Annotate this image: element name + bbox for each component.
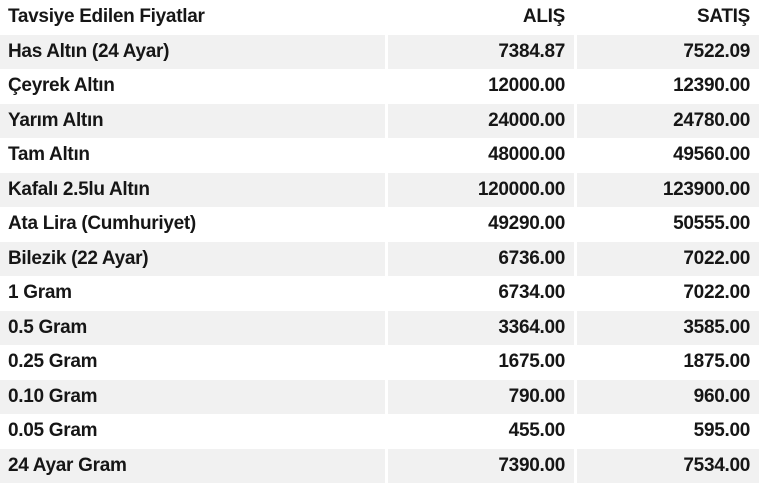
alis-value-cell: 12000.00 — [488, 75, 565, 97]
table-row: Tam Altın 48000.00 49560.00 — [0, 138, 759, 173]
item-name-cell: Tam Altın — [8, 144, 90, 166]
satis-value-cell: 7522.09 — [577, 34, 759, 69]
table-row: Kafalı 2.5lu Altın 120000.00 123900.00 — [0, 172, 759, 207]
table-row: Yarım Altın 24000.00 24780.00 — [0, 103, 759, 138]
item-name-cell: 0.05 Gram — [8, 420, 98, 442]
table-row: 0.5 Gram 3364.00 3585.00 — [0, 310, 759, 345]
satis-value-cell: 3585.00 — [577, 310, 759, 345]
table-title: Tavsiye Edilen Fiyatlar — [0, 0, 385, 35]
item-name-cell: 24 Ayar Gram — [0, 448, 385, 483]
item-name-cell: 0.25 Gram — [8, 351, 98, 373]
alis-value-cell: 48000.00 — [488, 144, 565, 166]
item-name-cell: Bilezik (22 Ayar) — [0, 241, 385, 276]
satis-value-cell: 7022.00 — [577, 241, 759, 276]
item-name-cell: Çeyrek Altın — [8, 75, 115, 97]
table-row: Çeyrek Altın 12000.00 12390.00 — [0, 69, 759, 104]
table-body: Has Altın (24 Ayar) 7384.87 7522.09 Çeyrek … — [0, 34, 759, 483]
alis-value-cell: 1675.00 — [498, 351, 565, 373]
alis-value-cell: 7384.87 — [388, 34, 574, 69]
table-header-row: Tavsiye Edilen Fiyatlar ALIŞ SATIŞ — [0, 0, 759, 35]
satis-value-cell: 123900.00 — [577, 172, 759, 207]
alis-value-cell: 455.00 — [508, 420, 566, 442]
alis-value-cell: 6736.00 — [388, 241, 574, 276]
alis-value-cell: 790.00 — [388, 379, 574, 414]
table-row: Has Altın (24 Ayar) 7384.87 7522.09 — [0, 34, 759, 69]
table-row: 0.05 Gram 455.00 595.00 — [0, 414, 759, 449]
table-row: 24 Ayar Gram 7390.00 7534.00 — [0, 448, 759, 483]
satis-value-cell: 7534.00 — [577, 448, 759, 483]
satis-value-cell: 50555.00 — [673, 213, 750, 235]
alis-value-cell: 120000.00 — [388, 172, 574, 207]
alis-value-cell: 7390.00 — [388, 448, 574, 483]
column-header-satis: SATIŞ — [577, 0, 759, 35]
table-row: Bilezik (22 Ayar) 6736.00 7022.00 — [0, 241, 759, 276]
table-row: 1 Gram 6734.00 7022.00 — [0, 276, 759, 311]
item-name-cell: Has Altın (24 Ayar) — [0, 34, 385, 69]
alis-value-cell: 24000.00 — [388, 103, 574, 138]
item-name-cell: 0.5 Gram — [0, 310, 385, 345]
item-name-cell: 1 Gram — [8, 282, 72, 304]
item-name-cell: Kafalı 2.5lu Altın — [0, 172, 385, 207]
satis-value-cell: 49560.00 — [673, 144, 750, 166]
column-header-alis: ALIŞ — [388, 0, 574, 35]
table-row: 0.25 Gram 1675.00 1875.00 — [0, 345, 759, 380]
alis-value-cell: 6734.00 — [498, 282, 565, 304]
item-name-cell: Yarım Altın — [0, 103, 385, 138]
item-name-cell: 0.10 Gram — [0, 379, 385, 414]
alis-value-cell: 3364.00 — [388, 310, 574, 345]
satis-value-cell: 7022.00 — [683, 282, 750, 304]
table-row: Ata Lira (Cumhuriyet) 49290.00 50555.00 — [0, 207, 759, 242]
satis-value-cell: 1875.00 — [683, 351, 750, 373]
item-name-cell: Ata Lira (Cumhuriyet) — [8, 213, 196, 235]
satis-value-cell: 595.00 — [693, 420, 751, 442]
satis-value-cell: 12390.00 — [673, 75, 750, 97]
alis-value-cell: 49290.00 — [488, 213, 565, 235]
satis-value-cell: 960.00 — [577, 379, 759, 414]
table-row: 0.10 Gram 790.00 960.00 — [0, 379, 759, 414]
satis-value-cell: 24780.00 — [577, 103, 759, 138]
